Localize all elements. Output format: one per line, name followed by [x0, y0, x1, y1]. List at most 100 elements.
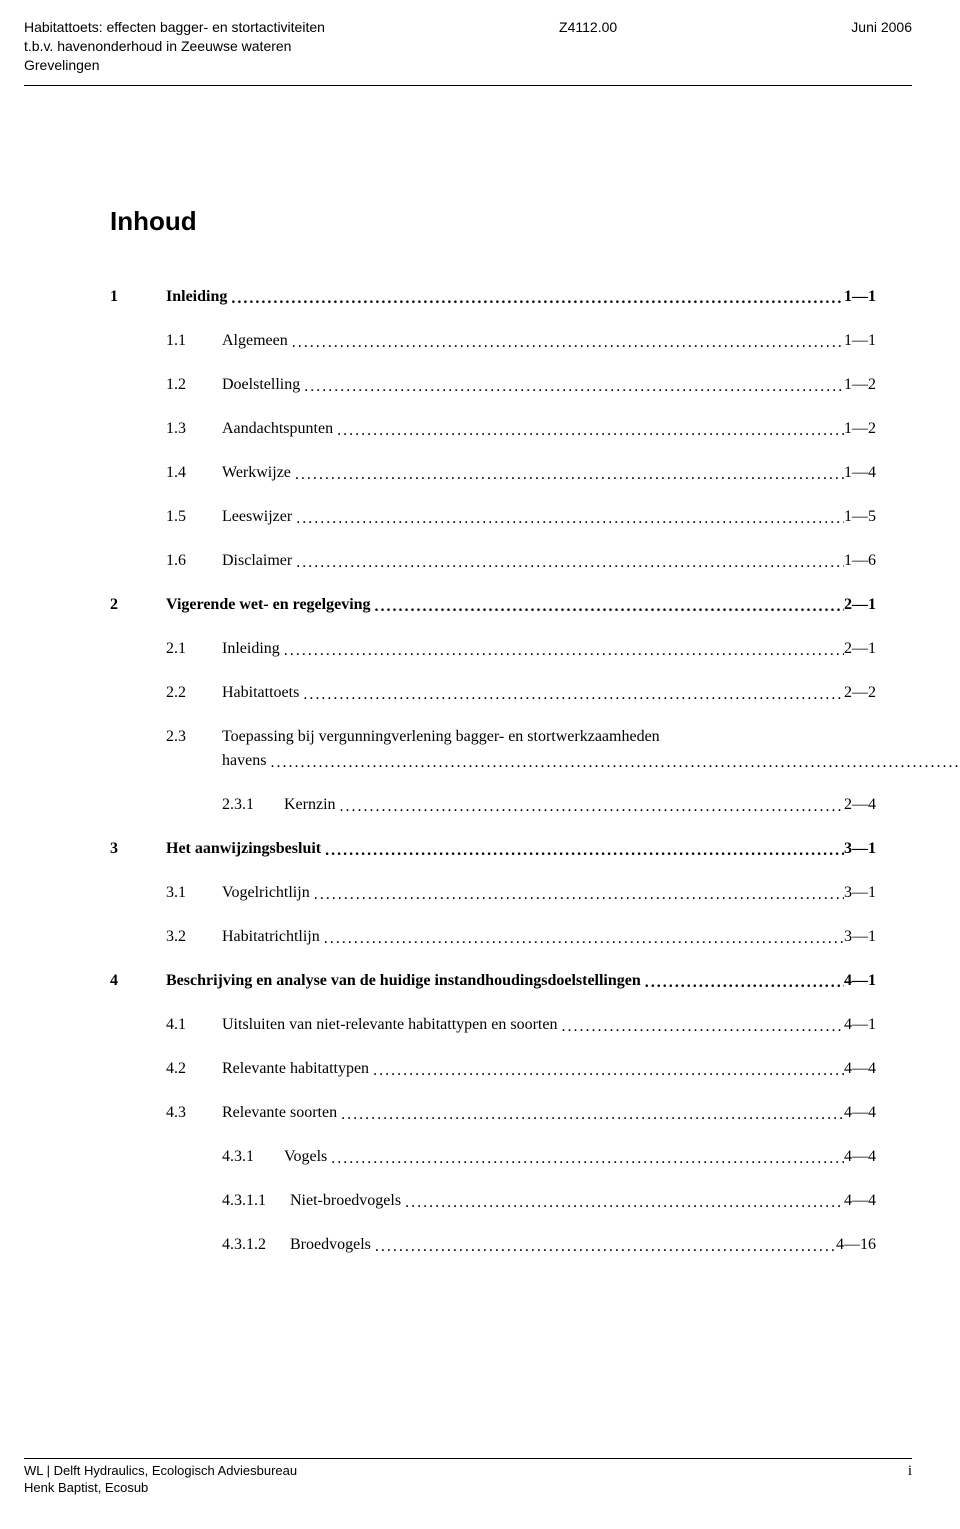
toc-entry-number: 3 — [110, 837, 166, 861]
toc-leader — [333, 419, 844, 443]
toc-leader — [266, 751, 960, 775]
toc-entry: 1.6Disclaimer 1—6 — [110, 549, 876, 573]
toc-entry-number: 2.3 — [166, 725, 222, 749]
toc-entry: 2.1Inleiding 2—1 — [110, 637, 876, 661]
toc-entry-number: 1.5 — [166, 505, 222, 529]
toc-entry-label: Niet-broedvogels — [290, 1189, 401, 1213]
toc-entry-number: 1.6 — [166, 549, 222, 573]
toc-leader — [227, 287, 844, 311]
toc-entry-page: 2—4 — [844, 793, 876, 817]
toc-entry-label: Habitattoets — [222, 681, 299, 705]
toc-entry-page: 2—1 — [844, 637, 876, 661]
toc-entry-label: Vogels — [284, 1145, 327, 1169]
toc-entry-label: Vogelrichtlijn — [222, 881, 310, 905]
toc-entry-number: 4.3 — [166, 1101, 222, 1125]
toc-entry: 2.3Toepassing bij vergunningverlening ba… — [110, 725, 876, 773]
toc-entry-page: 3—1 — [844, 881, 876, 905]
toc-entry: 1.5Leeswijzer 1—5 — [110, 505, 876, 529]
footer-org-line2: Henk Baptist, Ecosub — [24, 1480, 297, 1497]
toc-entry-number: 1.4 — [166, 461, 222, 485]
toc-leader — [288, 331, 844, 355]
toc-entry-number: 2.3.1 — [222, 793, 284, 817]
toc-entry-label: Habitatrichtlijn — [222, 925, 320, 949]
toc-entry-page: 4—1 — [844, 969, 876, 993]
toc-leader — [369, 1059, 844, 1083]
toc-entry: 1.2Doelstelling1—2 — [110, 373, 876, 397]
toc-entry-label: havens — [222, 749, 266, 773]
toc-entry-label: Werkwijze — [222, 461, 291, 485]
toc-entry-number: 4.3.1.2 — [222, 1233, 290, 1257]
toc-entry-label: Relevante habitattypen — [222, 1057, 369, 1081]
toc-entry-label: Leeswijzer — [222, 505, 292, 529]
toc-entry-page: 1—4 — [844, 461, 876, 485]
header-center: Z4112.00 — [325, 18, 851, 75]
toc-entry-number: 4.1 — [166, 1013, 222, 1037]
toc-leader — [371, 1235, 836, 1259]
toc-leader — [292, 551, 844, 575]
toc-entry-label-line2: havens2—4 — [222, 749, 960, 773]
toc-entry-number: 2.1 — [166, 637, 222, 661]
toc-entry-page: 2—1 — [844, 593, 876, 617]
toc-leader — [641, 971, 844, 995]
toc-entry-label: Inleiding — [222, 637, 280, 661]
toc-entry-number: 1 — [110, 285, 166, 309]
toc-entry: 4.3.1.1Niet-broedvogels4—4 — [110, 1189, 876, 1213]
toc-entry-label: Disclaimer — [222, 549, 292, 573]
toc-entry-page: 1—6 — [844, 549, 876, 573]
toc-entry-number: 2.2 — [166, 681, 222, 705]
footer-page-number: i — [908, 1463, 912, 1480]
toc-entry-page: 3—1 — [844, 925, 876, 949]
toc-entry-number: 2 — [110, 593, 166, 617]
toc-entry-number: 3.2 — [166, 925, 222, 949]
toc-entry-label: Het aanwijzingsbesluit — [166, 837, 321, 861]
toc-leader — [300, 375, 844, 399]
toc-leader — [371, 595, 844, 619]
toc-entry-page: 1—1 — [844, 329, 876, 353]
toc-entry: 4.3.1Vogels4—4 — [110, 1145, 876, 1169]
toc-entry: 3.1Vogelrichtlijn3—1 — [110, 881, 876, 905]
toc-entry-label: Aandachtspunten — [222, 417, 333, 441]
toc-entry-page: 4—4 — [844, 1057, 876, 1081]
toc-leader — [291, 463, 844, 487]
toc-entry-number: 4.2 — [166, 1057, 222, 1081]
footer-org-line1: WL | Delft Hydraulics, Ecologisch Advies… — [24, 1463, 297, 1480]
content-area: Inhoud 1Inleiding1—11.1Algemeen1—11.2Doe… — [24, 86, 912, 1257]
toc-entry-page: 1—1 — [844, 285, 876, 309]
toc-leader — [557, 1015, 844, 1039]
toc-entry-label: Inleiding — [166, 285, 227, 309]
toc-entry: 4.3Relevante soorten4—4 — [110, 1101, 876, 1125]
table-of-contents: 1Inleiding1—11.1Algemeen1—11.2Doelstelli… — [110, 285, 876, 1257]
toc-leader — [336, 795, 844, 819]
toc-leader — [321, 839, 844, 863]
toc-entry: 3Het aanwijzingsbesluit3—1 — [110, 837, 876, 861]
toc-entry: 1.4Werkwijze 1—4 — [110, 461, 876, 485]
toc-entry: 2Vigerende wet- en regelgeving2—1 — [110, 593, 876, 617]
header-title-line3: Grevelingen — [24, 56, 325, 75]
toc-entry-number: 1.1 — [166, 329, 222, 353]
toc-entry-number: 1.3 — [166, 417, 222, 441]
toc-entry: 2.2Habitattoets 2—2 — [110, 681, 876, 705]
toc-entry-page: 4—4 — [844, 1189, 876, 1213]
toc-entry-page: 4—1 — [844, 1013, 876, 1037]
toc-entry: 1Inleiding 1—1 — [110, 285, 876, 309]
header-right: Juni 2006 — [851, 18, 912, 75]
header-left: Habitattoets: effecten bagger- en storta… — [24, 18, 325, 75]
toc-entry-page: 4—4 — [844, 1145, 876, 1169]
toc-entry: 1.1Algemeen1—1 — [110, 329, 876, 353]
toc-entry-number: 1.2 — [166, 373, 222, 397]
page-header: Habitattoets: effecten bagger- en storta… — [24, 18, 912, 81]
toc-entry-page: 4—16 — [836, 1233, 876, 1257]
header-title-line1: Habitattoets: effecten bagger- en storta… — [24, 18, 325, 37]
toc-entry: 4.1Uitsluiten van niet-relevante habitat… — [110, 1013, 876, 1037]
toc-entry-page: 1—2 — [844, 417, 876, 441]
page-footer: WL | Delft Hydraulics, Ecologisch Advies… — [24, 1458, 912, 1497]
toc-entry-label-line1: Toepassing bij vergunningverlening bagge… — [222, 725, 960, 749]
toc-entry-page: 4—4 — [844, 1101, 876, 1125]
toc-entry-label: Broedvogels — [290, 1233, 371, 1257]
toc-entry-page: 1—5 — [844, 505, 876, 529]
toc-title: Inhoud — [110, 206, 876, 237]
toc-leader — [320, 927, 844, 951]
toc-entry-page: 2—2 — [844, 681, 876, 705]
toc-entry-label: Beschrijving en analyse van de huidige i… — [166, 969, 641, 993]
toc-entry: 4Beschrijving en analyse van de huidige … — [110, 969, 876, 993]
